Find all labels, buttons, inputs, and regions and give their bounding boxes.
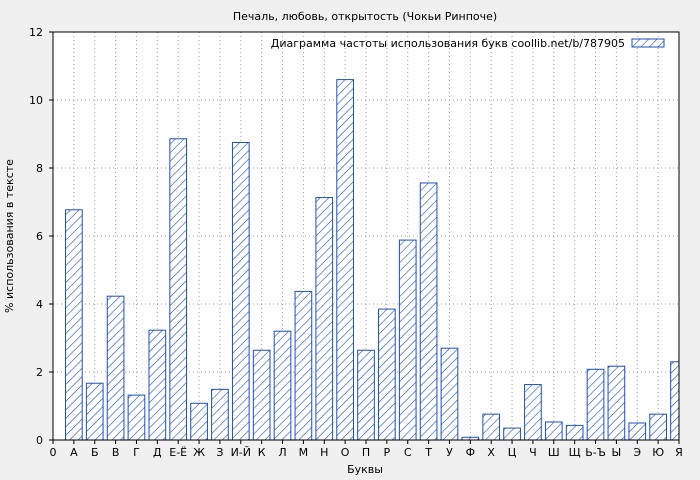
x-tick-label: П xyxy=(362,446,370,459)
x-tick-label: Ю xyxy=(652,446,664,459)
bar xyxy=(398,239,417,440)
plot-border xyxy=(52,31,680,441)
x-tick-label: Ц xyxy=(508,446,517,459)
bar xyxy=(315,197,334,440)
bar xyxy=(607,365,626,440)
x-tick-label: О xyxy=(341,446,350,459)
bar xyxy=(628,422,647,440)
bar xyxy=(586,368,605,440)
x-tick-label: Я xyxy=(675,446,683,459)
legend-swatch xyxy=(631,38,665,48)
y-tick-label: 0 xyxy=(36,434,43,447)
bar xyxy=(231,142,250,440)
bar xyxy=(127,394,146,440)
bar xyxy=(482,413,501,440)
x-tick-label: И-Й xyxy=(231,446,251,459)
bar xyxy=(544,421,563,440)
y-tick-label: 10 xyxy=(29,94,43,107)
x-tick-label: Р xyxy=(384,446,391,459)
bar xyxy=(252,349,271,440)
bar xyxy=(503,427,521,440)
y-axis-title: % использования в тексте xyxy=(3,159,16,313)
bar xyxy=(294,290,313,440)
bar xyxy=(106,295,125,440)
x-tick-label: Ч xyxy=(529,446,537,459)
bar xyxy=(190,402,208,440)
x-tick-label: Э xyxy=(633,446,641,459)
bar xyxy=(378,308,396,440)
bar xyxy=(565,424,584,440)
y-tick-label: 8 xyxy=(36,162,43,175)
x-tick-label: С xyxy=(404,446,412,459)
bar xyxy=(524,384,542,440)
bar xyxy=(65,209,83,440)
y-tick-label: 6 xyxy=(36,230,43,243)
y-tick-label: 12 xyxy=(29,26,43,39)
bar xyxy=(211,388,229,440)
x-tick-label: Г xyxy=(133,446,140,459)
x-tick-label: Л xyxy=(278,446,286,459)
y-tick-label: 4 xyxy=(36,298,43,311)
x-tick-label: Ы xyxy=(612,446,622,459)
legend: Диаграмма частоты использования букв coo… xyxy=(271,37,665,50)
bar xyxy=(169,138,188,440)
x-tick-label: Ф xyxy=(466,446,475,459)
bar xyxy=(148,329,167,440)
x-tick-label: З xyxy=(216,446,223,459)
x-tick-label: Х xyxy=(487,446,495,459)
x-tick-label: 0 xyxy=(50,446,57,459)
bar xyxy=(649,413,667,440)
x-tick-label: У xyxy=(446,446,453,459)
x-tick-label: Б xyxy=(91,446,99,459)
x-tick-label: Ж xyxy=(193,446,205,459)
x-tick-label: Ь-Ъ xyxy=(585,446,606,459)
x-tick-label: Ш xyxy=(548,446,560,459)
chart-title: Печаль, любовь, открытость (Чокьи Ринпоч… xyxy=(233,10,497,23)
legend-label: Диаграмма частоты использования букв coo… xyxy=(271,37,625,50)
bars xyxy=(65,79,679,440)
x-tick-label: Н xyxy=(320,446,328,459)
bar xyxy=(419,182,438,440)
x-tick-label: В xyxy=(112,446,120,459)
x-tick-label: К xyxy=(258,446,266,459)
bar xyxy=(85,382,104,440)
bar xyxy=(440,347,459,440)
x-tick-label: Д xyxy=(153,446,162,459)
x-tick-label: А xyxy=(70,446,78,459)
x-tick-label: Е-Ё xyxy=(169,446,187,459)
x-tick-label: Т xyxy=(424,446,432,459)
x-tick-label: М xyxy=(299,446,309,459)
bar xyxy=(273,330,292,440)
bar xyxy=(357,349,375,440)
x-axis-title: Буквы xyxy=(347,463,383,476)
y-tick-label: 2 xyxy=(36,366,43,379)
x-tick-label: Щ xyxy=(569,446,581,459)
bar xyxy=(336,79,354,440)
